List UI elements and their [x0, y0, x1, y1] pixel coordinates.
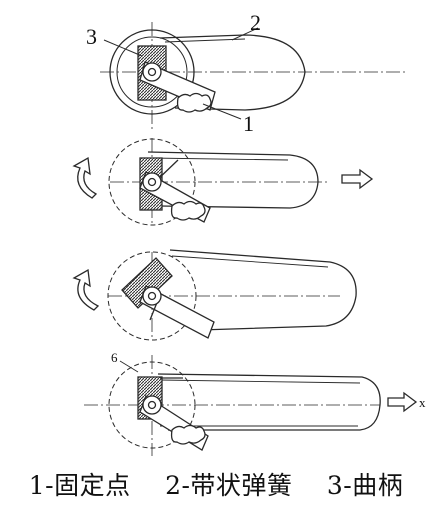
direction-arrow [387, 391, 418, 413]
band-spring [169, 249, 357, 331]
stage-1 [100, 22, 405, 132]
legend-item-1: 1-固定点 [28, 471, 131, 500]
legend-item-2: 2-带状弹簧 [165, 471, 293, 500]
band-spring [147, 151, 319, 209]
legend: 1-固定点 2-带状弹簧 3-曲柄 [0, 466, 432, 502]
axis-label: x [419, 395, 426, 410]
band-spring [157, 373, 381, 431]
crank-block [121, 257, 173, 309]
dimension-label: 6 [111, 350, 118, 365]
fixed-point [170, 200, 206, 221]
direction-arrow [341, 168, 374, 190]
fixed-point [170, 424, 206, 445]
legend-item-3: 3-曲柄 [326, 471, 404, 500]
stage-2 [72, 138, 374, 226]
band-spring [159, 34, 306, 111]
rotation-arrow [72, 268, 100, 311]
rotation-arrow [72, 156, 98, 199]
fixed-point [176, 92, 212, 113]
callout-3: 3 [86, 24, 97, 49]
callout-1: 1 [243, 111, 254, 136]
stage-4 [84, 355, 418, 456]
stage-3 [72, 249, 357, 341]
callout-2: 2 [250, 10, 261, 35]
